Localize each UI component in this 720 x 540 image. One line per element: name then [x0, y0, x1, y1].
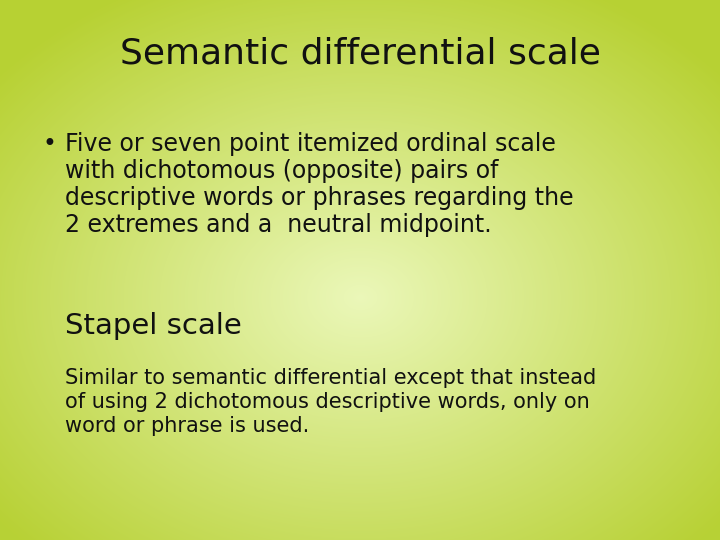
Text: of using 2 dichotomous descriptive words, only on: of using 2 dichotomous descriptive words…	[65, 392, 590, 412]
Text: descriptive words or phrases regarding the: descriptive words or phrases regarding t…	[65, 186, 574, 210]
Text: Semantic differential scale: Semantic differential scale	[120, 36, 600, 70]
Text: •: •	[42, 132, 56, 156]
Text: with dichotomous (opposite) pairs of: with dichotomous (opposite) pairs of	[65, 159, 498, 183]
Text: word or phrase is used.: word or phrase is used.	[65, 416, 310, 436]
Text: Similar to semantic differential except that instead: Similar to semantic differential except …	[65, 368, 596, 388]
Text: Stapel scale: Stapel scale	[65, 312, 242, 340]
Text: 2 extremes and a  neutral midpoint.: 2 extremes and a neutral midpoint.	[65, 213, 492, 237]
Text: Five or seven point itemized ordinal scale: Five or seven point itemized ordinal sca…	[65, 132, 556, 156]
